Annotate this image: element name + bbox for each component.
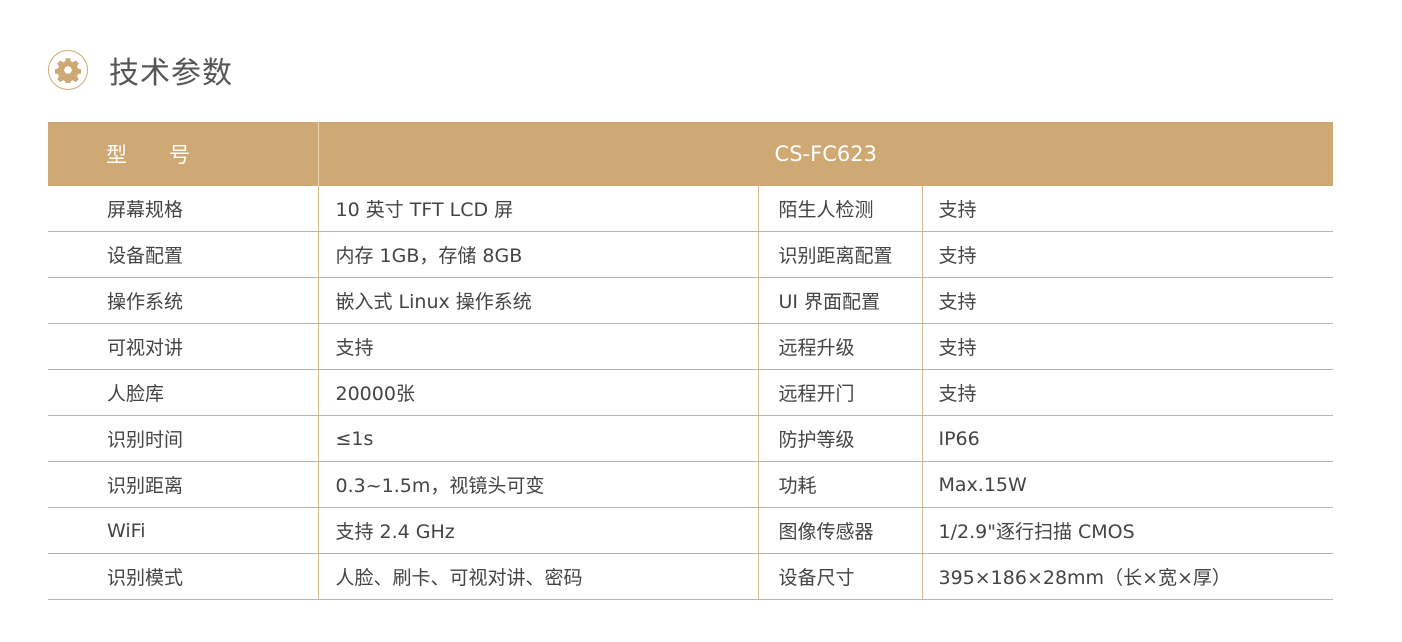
spec-label: 远程开门 [757,369,922,416]
spec-label: UI 界面配置 [757,277,922,324]
spec-value: 人脸、刷卡、可视对讲、密码 [317,553,758,600]
spec-label: 防护等级 [757,415,922,462]
spec-label: 远程升级 [757,323,922,370]
spec-label: 设备配置 [48,231,318,278]
spec-label: 识别模式 [48,553,318,600]
spec-label: 陌生人检测 [757,186,922,232]
spec-label: 设备尺寸 [757,553,922,600]
table-row: 人脸库 20000张 远程开门 支持 [48,369,1334,416]
spec-table: 型 号 CS-FC623 屏幕规格 10 英寸 TFT LCD 屏陌生人检测 支持设… [48,122,1334,600]
spec-value: ≤1s [317,415,758,462]
spec-label: 识别距离配置 [757,231,922,278]
model-label: 型 号 [48,122,319,186]
spec-value: IP66 [921,415,1334,462]
spec-label: 可视对讲 [48,323,318,370]
section-title: 技术参数 [109,56,233,91]
spec-value: 支持 [921,277,1334,324]
table-row: 识别时间 ≤1s 防护等级 IP66 [48,415,1334,462]
spec-value: 支持 [921,323,1334,370]
spec-value: 20000张 [317,369,758,416]
table-row: 操作系统 嵌入式 Linux 操作系统 UI 界面配置 支持 [48,277,1334,324]
spec-label: 功耗 [757,461,922,508]
spec-value: 内存 1GB，存储 8GB [317,231,758,278]
model-value: CS-FC623 [318,122,1334,186]
spec-label: 人脸库 [48,369,318,416]
spec-label: 屏幕规格 [48,186,318,232]
spec-value: 10 英寸 TFT LCD 屏 [317,186,758,232]
spec-value: 嵌入式 Linux 操作系统 [317,277,758,324]
spec-value: 支持 [921,231,1334,278]
gear-icon [48,50,88,90]
table-row: 可视对讲 支持 远程升级 支持 [48,323,1334,370]
spec-value: 支持 [317,323,758,370]
spec-label: 识别时间 [48,415,318,462]
table-header-row: 型 号 CS-FC623 [48,122,1334,186]
spec-label: 识别距离 [48,461,318,508]
spec-label: 操作系统 [48,277,318,324]
spec-label: 图像传感器 [757,507,922,554]
spec-label: WiFi [48,507,318,554]
table-row: WiFi 支持 2.4 GHz 图像传感器 1/2.9"逐行扫描 CMOS [48,507,1334,554]
spec-value: 0.3~1.5m，视镜头可变 [317,461,758,508]
section-header: 技术参数 [48,50,233,91]
spec-value: 支持 2.4 GHz [317,507,758,554]
table-row: 识别距离 0.3~1.5m，视镜头可变 功耗 Max.15W [48,461,1334,508]
spec-value: 支持 [921,369,1334,416]
spec-value: 395×186×28mm（长×宽×厚） [921,553,1334,600]
spec-value: 支持 [921,186,1334,232]
table-row: 屏幕规格 10 英寸 TFT LCD 屏陌生人检测 支持 [48,186,1334,232]
spec-value: Max.15W [921,461,1334,508]
table-row: 设备配置 内存 1GB，存储 8GB 识别距离配置 支持 [48,231,1334,278]
spec-value: 1/2.9"逐行扫描 CMOS [921,507,1334,554]
table-row: 识别模式 人脸、刷卡、可视对讲、密码 设备尺寸 395×186×28mm（长×宽×厚） [48,553,1334,600]
